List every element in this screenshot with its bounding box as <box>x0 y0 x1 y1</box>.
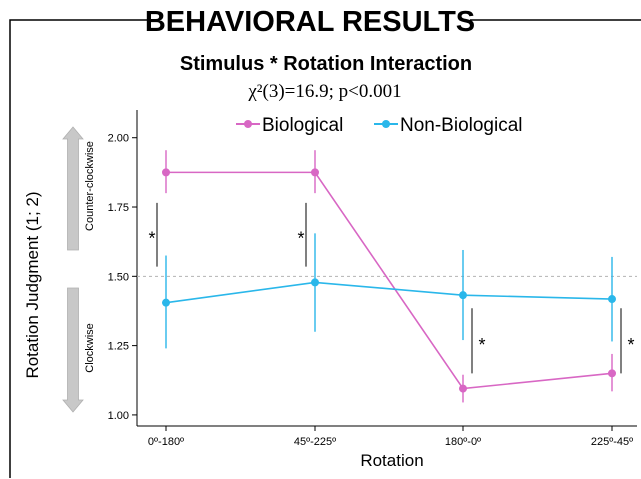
data-point <box>162 168 170 177</box>
significance-star: * <box>148 229 155 249</box>
plot-area <box>162 150 616 403</box>
significance-star: * <box>297 229 304 249</box>
banner-title: BEHAVIORAL RESULTS <box>145 6 475 38</box>
data-point <box>608 295 616 304</box>
legend-item-non-biological: Non-Biological <box>374 115 523 136</box>
data-point <box>311 168 319 177</box>
data-point <box>311 278 319 287</box>
x-axis-label: Rotation <box>360 451 423 470</box>
y-axis-label: Rotation Judgment (1; 2) <box>23 191 42 378</box>
chart-title: Stimulus * Rotation Interaction <box>180 53 472 75</box>
counter-clockwise-label: Counter-clockwise <box>84 141 96 231</box>
y-tick-label: 1.25 <box>108 341 129 353</box>
data-point <box>608 369 616 378</box>
series-line-biological <box>166 171 613 390</box>
x-tick-label: 225º-45º <box>591 436 633 448</box>
series-biological <box>162 150 616 403</box>
x-tick-label: 0º-180º <box>148 436 184 448</box>
statistic-label: χ²(3)=16.9; p<0.001 <box>247 81 401 102</box>
y-tick-label: 1.00 <box>108 410 129 422</box>
data-point <box>459 384 467 393</box>
data-point <box>459 291 467 300</box>
y-tick-label: 1.75 <box>108 202 129 214</box>
legend-item-biological: Biological <box>236 115 343 136</box>
significance-markers: * * * * <box>148 202 635 374</box>
up-arrow-icon <box>62 126 84 251</box>
legend-label-biological: Biological <box>262 115 343 136</box>
legend-label-non-biological: Non-Biological <box>400 115 523 136</box>
banner-frame <box>9 19 641 478</box>
axes <box>136 110 637 427</box>
data-point <box>162 298 170 307</box>
y-tick-label: 1.50 <box>108 271 129 283</box>
y-tick-label: 2.00 <box>108 133 129 145</box>
legend: Biological Non-Biological <box>236 115 523 136</box>
x-tick-label: 180º-0º <box>445 436 481 448</box>
series-non-biological <box>162 233 616 349</box>
x-tick-label: 45º-225º <box>294 436 336 448</box>
x-ticks: 0º-180º 45º-225º 180º-0º 225º-45º <box>148 426 633 448</box>
significance-star: * <box>627 335 634 355</box>
clockwise-label: Clockwise <box>84 323 96 373</box>
series-line-non-biological <box>165 281 613 304</box>
significance-star: * <box>478 335 485 355</box>
y-ticks: 1.00 1.25 1.50 1.75 2.00 <box>108 133 137 422</box>
down-arrow-icon <box>62 287 84 413</box>
